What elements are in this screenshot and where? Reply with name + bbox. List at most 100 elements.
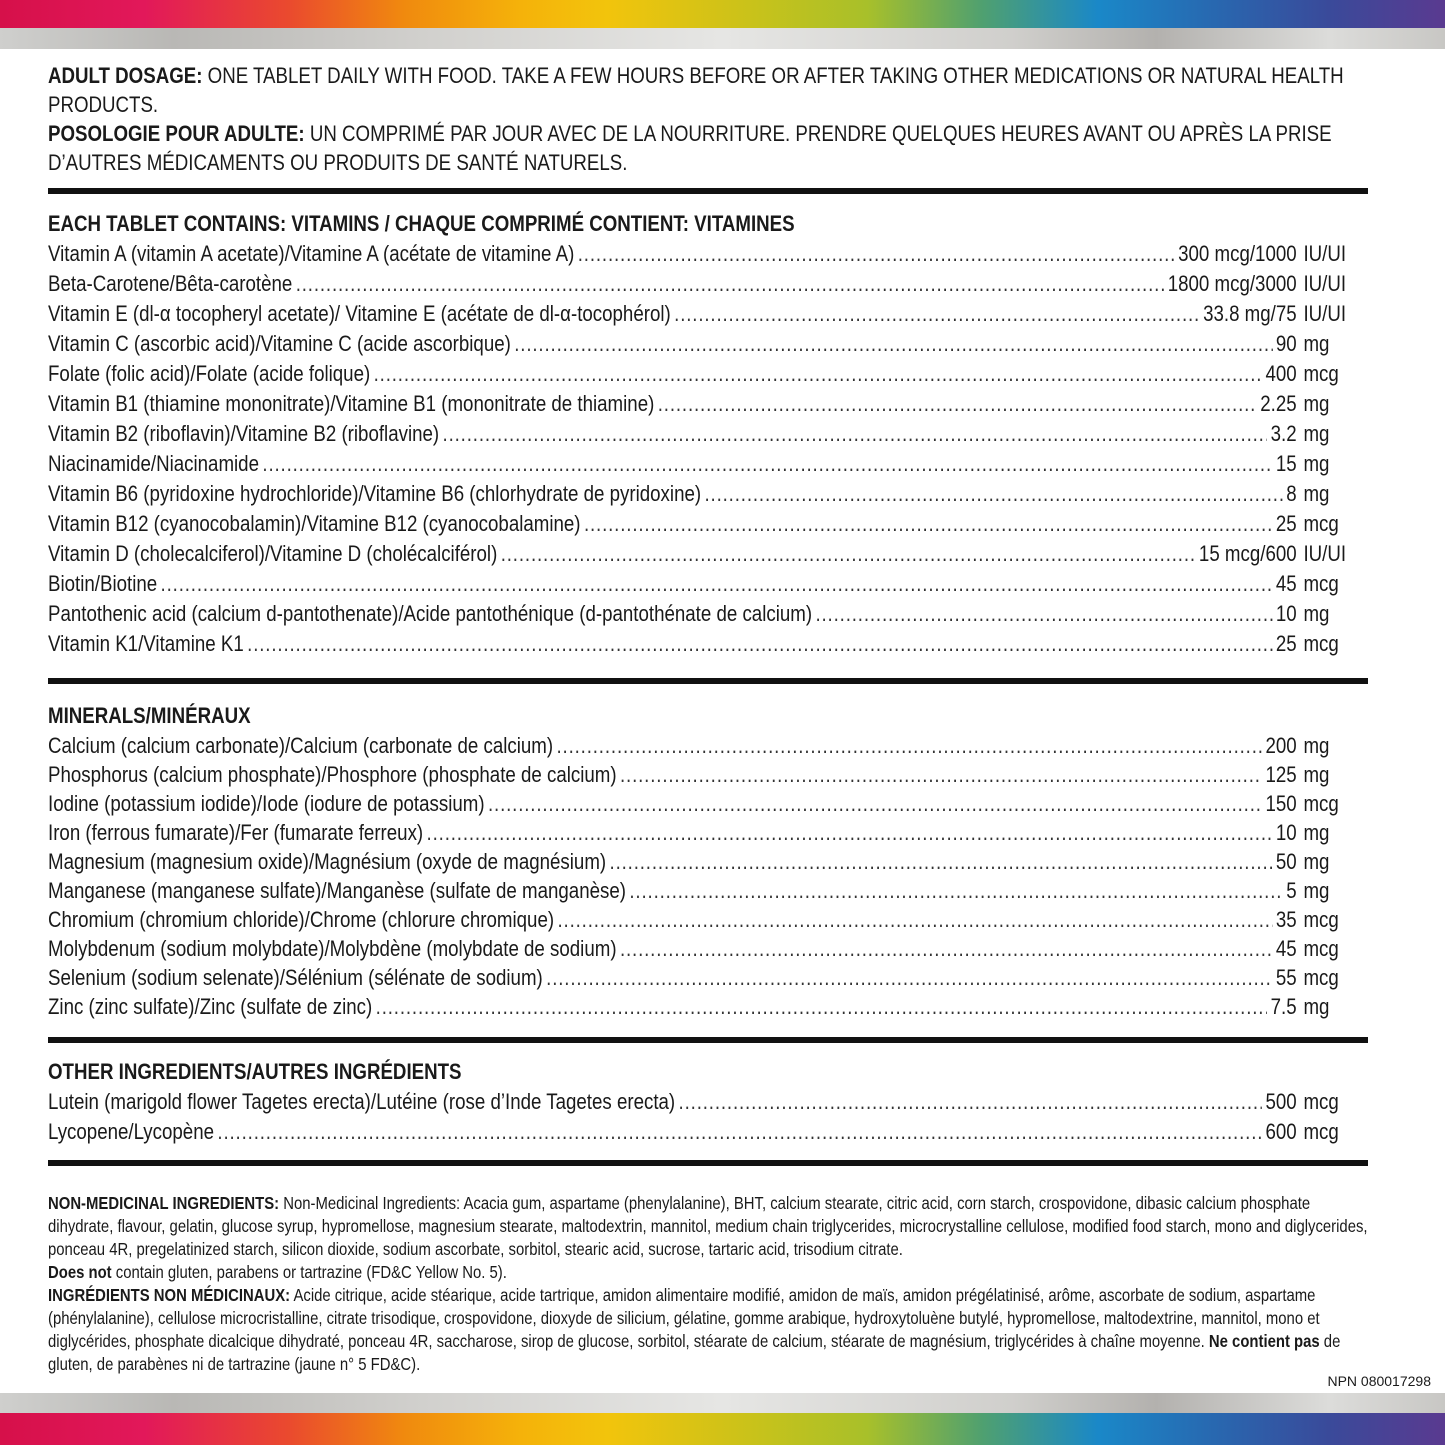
ingredient-row: Iron (ferrous fumarate)/Fer (fumarate fe…: [48, 818, 1368, 847]
ingredient-name: Beta-Carotene/Bêta-carotène: [48, 271, 293, 296]
vitamins-section: EACH TABLET CONTAINS: VITAMINS / CHAQUE …: [48, 209, 1368, 659]
ingredient-name: Biotin/Biotine: [48, 571, 158, 596]
ingredient-name: Vitamin C (ascorbic acid)/Vitamine C (ac…: [48, 331, 511, 356]
ingredient-name: Vitamin D (cholecalciferol)/Vitamine D (…: [48, 541, 498, 566]
unit: IU/UI: [1303, 301, 1347, 326]
bottom-rainbow-band: [0, 1413, 1445, 1445]
ingredient-row: Selenium (sodium selenate)/Sélénium (sél…: [48, 963, 1368, 992]
amount: 300 mcg/1000: [1178, 241, 1297, 266]
leader-dots: [629, 876, 1282, 905]
ingredient-name: Manganese (manganese sulfate)/Manganèse …: [48, 878, 626, 903]
other-ingredients-section: OTHER INGREDIENTS/AUTRES INGRÉDIENTS Lut…: [48, 1057, 1368, 1147]
amount: 150: [1265, 791, 1297, 816]
vitamins-heading: EACH TABLET CONTAINS: VITAMINS / CHAQUE …: [48, 211, 795, 236]
ingredient-name: Vitamin A (vitamin A acetate)/Vitamine A…: [48, 241, 575, 266]
dosage-fr: POSOLOGIE POUR ADULTE: UN COMPRIMÉ PAR J…: [48, 121, 1332, 175]
ingredient-row: Vitamin D (cholecalciferol)/Vitamine D (…: [48, 539, 1368, 569]
ingredient-name: Iron (ferrous fumarate)/Fer (fumarate fe…: [48, 820, 424, 845]
unit: IU/UI: [1303, 541, 1347, 566]
ingredient-row: Calcium (calcium carbonate)/Calcium (car…: [48, 731, 1368, 760]
unit: mg: [1303, 481, 1330, 506]
amount: 600: [1265, 1119, 1297, 1144]
ingredient-row: Vitamin E (dl-α tocopheryl acetate)/ Vit…: [48, 299, 1368, 329]
ingredient-name: Chromium (chromium chloride)/Chrome (chl…: [48, 907, 555, 932]
amount: 2.25: [1260, 391, 1297, 416]
ingredient-row: Pantothenic acid (calcium d-pantothenate…: [48, 599, 1368, 629]
leader-dots: [247, 629, 1272, 659]
unit: mg: [1303, 331, 1330, 356]
amount: 50: [1275, 849, 1297, 874]
leader-dots: [815, 599, 1272, 629]
other-heading: OTHER INGREDIENTS/AUTRES INGRÉDIENTS: [48, 1059, 462, 1084]
amount: 33.8 mg/75: [1203, 301, 1297, 326]
unit: IU/UI: [1303, 271, 1347, 296]
leader-dots: [679, 1087, 1262, 1117]
unit: mcg: [1303, 571, 1339, 596]
leader-dots: [217, 1117, 1262, 1147]
leader-dots: [705, 479, 1283, 509]
unit: mcg: [1303, 791, 1339, 816]
ingredient-name: Folate (folic acid)/Folate (acide foliqu…: [48, 361, 371, 386]
unit: mcg: [1303, 907, 1339, 932]
amount: 500: [1265, 1089, 1297, 1114]
unit: mg: [1303, 849, 1330, 874]
minerals-heading: MINERALS/MINÉRAUX: [48, 703, 251, 728]
leader-dots: [620, 934, 1272, 963]
divider: [48, 188, 1368, 194]
amount: 45: [1275, 936, 1297, 961]
unit: mcg: [1303, 631, 1339, 656]
ingredient-row: Phosphorus (calcium phosphate)/Phosphore…: [48, 760, 1368, 789]
divider: [48, 678, 1368, 684]
divider: [48, 1160, 1368, 1166]
amount: 10: [1275, 601, 1297, 626]
ingredient-name: Lutein (marigold flower Tagetes erecta)/…: [48, 1089, 676, 1114]
ingredient-row: Lutein (marigold flower Tagetes erecta)/…: [48, 1087, 1368, 1117]
leader-dots: [610, 847, 1273, 876]
amount: 10: [1275, 820, 1297, 845]
amount: 7.5: [1270, 994, 1297, 1019]
ingredient-row: Magnesium (magnesium oxide)/Magnésium (o…: [48, 847, 1368, 876]
leader-dots: [584, 509, 1272, 539]
ingredient-name: Vitamin K1/Vitamine K1: [48, 631, 244, 656]
ingredient-name: Niacinamide/Niacinamide: [48, 451, 259, 476]
leader-dots: [161, 569, 1273, 599]
ingredient-name: Magnesium (magnesium oxide)/Magnésium (o…: [48, 849, 607, 874]
unit: mg: [1303, 421, 1330, 446]
unit: IU/UI: [1303, 241, 1347, 266]
unit: mcg: [1303, 965, 1339, 990]
leader-dots: [488, 789, 1262, 818]
npn-number: NPN 080017298: [1327, 1373, 1431, 1389]
unit: mg: [1303, 994, 1330, 1019]
amount: 35: [1275, 907, 1297, 932]
leader-dots: [501, 539, 1196, 569]
top-silver-band: [0, 28, 1445, 49]
nmi-fr: INGRÉDIENTS NON MÉDICINAUX: Acide citriq…: [48, 1285, 1341, 1374]
ingredient-name: Lycopene/Lycopène: [48, 1119, 215, 1144]
ingredient-name: Zinc (zinc sulfate)/Zinc (sulfate de zin…: [48, 994, 373, 1019]
amount: 3.2: [1270, 421, 1297, 446]
unit: mg: [1303, 733, 1330, 758]
ingredient-name: Vitamin B6 (pyridoxine hydrochloride)/Vi…: [48, 481, 702, 506]
amount: 25: [1275, 631, 1297, 656]
amount: 125: [1265, 762, 1297, 787]
leader-dots: [443, 419, 1268, 449]
ingredient-row: Vitamin A (vitamin A acetate)/Vitamine A…: [48, 239, 1368, 269]
dosage-section: ADULT DOSAGE: ONE TABLET DAILY WITH FOOD…: [48, 61, 1368, 177]
unit: mg: [1303, 601, 1330, 626]
amount: 400: [1265, 361, 1297, 386]
ingredient-row: Manganese (manganese sulfate)/Manganèse …: [48, 876, 1368, 905]
amount: 15 mcg/600: [1198, 541, 1297, 566]
unit: mcg: [1303, 1089, 1339, 1114]
amount: 45: [1275, 571, 1297, 596]
ingredient-row: Beta-Carotene/Bêta-carotène 1800 mcg/3000…: [48, 269, 1368, 299]
ingredient-row: Molybdenum (sodium molybdate)/Molybdène …: [48, 934, 1368, 963]
unit: mg: [1303, 762, 1330, 787]
leader-dots: [557, 905, 1272, 934]
ingredient-row: Vitamin B2 (riboflavin)/Vitamine B2 (rib…: [48, 419, 1368, 449]
ingredient-name: Vitamin B12 (cyanocobalamin)/Vitamine B1…: [48, 511, 581, 536]
leader-dots: [262, 449, 1272, 479]
ingredient-row: Chromium (chromium chloride)/Chrome (chl…: [48, 905, 1368, 934]
